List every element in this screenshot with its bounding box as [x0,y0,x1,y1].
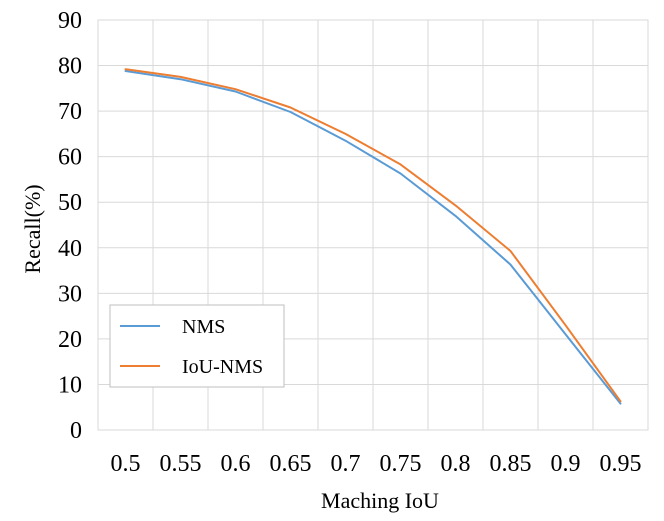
x-tick-label: 0.5 [111,451,141,477]
x-tick-label: 0.8 [441,451,471,477]
y-tick-label: 30 [58,281,82,307]
x-axis-title: Maching IoU [321,488,439,513]
series-lines [124,68,622,405]
y-tick-label: 60 [58,145,82,171]
x-tick-label: 0.6 [221,451,251,477]
x-tick-label: 0.55 [160,451,202,477]
x-tick-label: 0.9 [551,451,581,477]
y-tick-label: 10 [58,372,82,398]
x-tick-label: 0.75 [380,451,422,477]
y-tick-label: 20 [58,327,82,353]
y-tick-label: 80 [58,54,82,80]
y-tick-label: 90 [58,8,82,34]
y-tick-label: 50 [58,190,82,216]
y-axis-title: Recall(%) [20,184,45,273]
x-tick-label: 0.85 [490,451,532,477]
legend-label-iou-nms: IoU-NMS [182,356,263,378]
x-tick-label: 0.95 [600,451,642,477]
legend: NMS IoU-NMS [109,304,285,388]
x-tick-label: 0.7 [331,451,361,477]
y-tick-label: 40 [58,236,82,262]
plot-area-border [97,19,649,431]
y-tick-label: 70 [58,99,82,125]
y-tick-label: 0 [70,418,82,444]
legend-label-nms: NMS [182,316,225,338]
x-axis-tick-labels: 0.5 0.55 0.6 0.65 0.7 0.75 0.8 0.85 0.9 0.95 [111,451,642,477]
vertical-gridlines [152,20,594,430]
x-tick-label: 0.65 [270,451,312,477]
series-line-iou-nms [124,68,622,403]
y-axis-tick-labels: 0 10 20 30 40 50 60 70 80 90 [58,8,82,444]
series-line-nms [124,70,622,405]
legend-box [109,304,285,388]
